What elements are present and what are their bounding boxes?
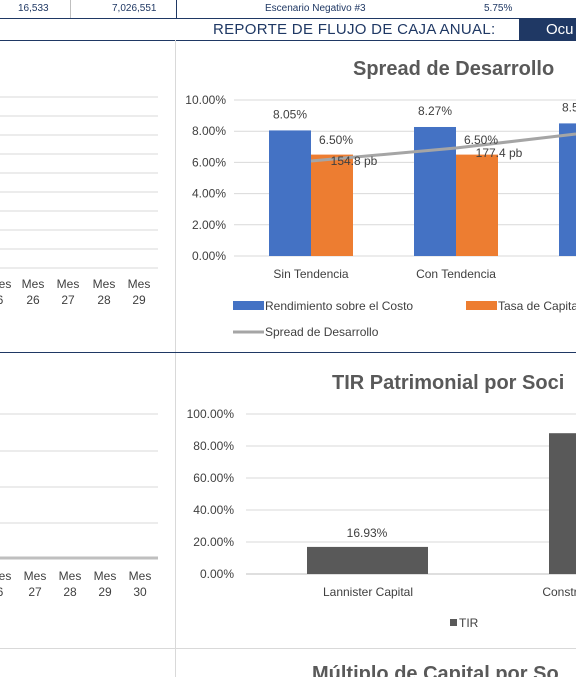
bar: [456, 154, 498, 256]
left-bottom-axis-labels: Mes Mes Mes Mes Mes 6 27 28 29 30: [0, 569, 151, 599]
multiplo-de-capital-chart[interactable]: Múltiplo de Capital por So: [176, 649, 576, 677]
month-number: 26: [26, 293, 40, 307]
category-label: Con Tendencia: [416, 267, 496, 281]
data-label: 177.4 pb: [476, 146, 523, 160]
month-number: 28: [97, 293, 111, 307]
y-tick-label: 4.00%: [192, 187, 226, 201]
mes-label: Mes: [0, 569, 11, 583]
y-tick-label: 8.00%: [192, 124, 226, 138]
y-tick-label: 80.00%: [193, 439, 234, 453]
legend-label: Tasa de Capita: [498, 299, 576, 313]
bar: [414, 126, 456, 256]
category-label: Constr: [542, 585, 576, 599]
y-tick-label: 0.00%: [200, 567, 234, 581]
banner-value-cell[interactable]: Ocu: [519, 19, 576, 40]
cell-value-1[interactable]: 16,533: [18, 3, 49, 14]
mes-label: Mes: [129, 569, 152, 583]
legend-swatch-rendimiento: [233, 301, 264, 310]
category-label: Lannister Capital: [323, 585, 413, 599]
spread-categories: Sin Tendencia Con Tendencia: [273, 267, 496, 281]
report-banner: REPORTE DE FLUJO DE CAJA ANUAL: Ocu: [0, 18, 576, 41]
legend-label: TIR: [459, 616, 479, 630]
left-bottom-chart[interactable]: Mes Mes Mes Mes Mes 6 27 28 29 30: [0, 353, 175, 648]
spread-series-line: [310, 132, 576, 163]
left-top-gridlines: [0, 96, 158, 269]
tir-data-labels: 16.93%: [347, 526, 388, 540]
cell-divider: [70, 0, 71, 18]
data-label: 8.05%: [273, 107, 307, 121]
legend-swatch-tasa: [466, 301, 497, 310]
bar: [549, 433, 576, 574]
mes-label: Mes: [128, 277, 151, 291]
left-bottom-gridlines: [0, 413, 158, 524]
y-tick-label: 10.00%: [185, 93, 226, 107]
legend-swatch-tir: [450, 619, 457, 626]
horizontal-divider: [0, 648, 576, 649]
banner-value: Ocu: [546, 21, 574, 38]
mes-label: Mes: [59, 569, 82, 583]
month-number: 29: [98, 585, 112, 599]
month-number: 27: [28, 585, 42, 599]
y-tick-label: 100.00%: [187, 407, 235, 421]
y-tick-label: 6.00%: [192, 155, 226, 169]
top-row: 16,533 7,026,551 Escenario Negativo #3 5…: [0, 0, 576, 19]
month-number: 6: [0, 585, 4, 599]
bar: [307, 546, 428, 574]
bar: [311, 154, 353, 256]
left-top-axis-labels: Mes Mes Mes Mes Mes 6 26 27 28 29: [0, 277, 150, 307]
tir-y-ticks: 100.00% 80.00% 60.00% 40.00% 20.00% 0.00%: [187, 407, 235, 581]
banner-title: REPORTE DE FLUJO DE CAJA ANUAL:: [213, 21, 496, 38]
month-number: 29: [132, 293, 146, 307]
data-label: 6.50%: [464, 133, 498, 147]
y-tick-label: 20.00%: [193, 535, 234, 549]
cell-divider: [176, 0, 177, 18]
spread-y-ticks: 10.00% 8.00% 6.00% 4.00% 2.00% 0.00%: [185, 93, 226, 263]
data-label: 6.50%: [319, 133, 353, 147]
scenario-pct[interactable]: 5.75%: [484, 3, 513, 14]
month-number: 28: [63, 585, 77, 599]
spread-data-labels: 8.05% 8.27% 8.5 6.50% 6.50% 154.8 pb 177.4 pb: [273, 100, 576, 168]
vertical-divider: [175, 40, 176, 677]
spread-de-desarrollo-chart[interactable]: Spread de Desarrollo 10.00% 8.00% 6.00% 4.0…: [176, 40, 576, 352]
tir-legend: TIR: [450, 616, 479, 630]
tir-patrimonial-chart[interactable]: TIR Patrimonial por Soci 100.00% 80.00% 60…: [176, 353, 576, 648]
mes-label: Mes: [57, 277, 80, 291]
legend-label: Rendimiento sobre el Costo: [265, 299, 413, 313]
y-tick-label: 0.00%: [192, 249, 226, 263]
data-label: 16.93%: [347, 526, 388, 540]
data-label: 154.8 pb: [331, 154, 378, 168]
spread-legend: Rendimiento sobre el Costo Tasa de Capit…: [233, 299, 576, 339]
cell-value-2[interactable]: 7,026,551: [112, 3, 157, 14]
month-number: 30: [133, 585, 147, 599]
y-tick-label: 2.00%: [192, 218, 226, 232]
left-top-chart[interactable]: Mes Mes Mes Mes Mes 6 26 27 28 29: [0, 40, 175, 352]
bar: [559, 123, 576, 257]
legend-label: Spread de Desarrollo: [265, 325, 379, 339]
month-number: 27: [61, 293, 75, 307]
mes-label: Mes: [24, 569, 47, 583]
scenario-label[interactable]: Escenario Negativo #3: [265, 3, 366, 14]
month-number: 6: [0, 293, 4, 307]
mes-label: Mes: [0, 277, 11, 291]
category-label: Sin Tendencia: [273, 267, 348, 281]
chart-title: Múltiplo de Capital por So: [312, 663, 559, 677]
horizontal-divider: [0, 352, 576, 353]
spread-line: [310, 132, 576, 163]
mes-label: Mes: [93, 277, 116, 291]
tir-bars: [307, 433, 576, 574]
spread-bars: [269, 123, 576, 257]
data-label: 8.5: [562, 100, 576, 114]
tir-categories: Lannister Capital Constr: [323, 585, 576, 599]
mes-label: Mes: [94, 569, 117, 583]
mes-label: Mes: [22, 277, 45, 291]
chart-title: TIR Patrimonial por Soci: [332, 372, 564, 394]
bar: [269, 130, 311, 256]
y-tick-label: 60.00%: [193, 471, 234, 485]
data-label: 8.27%: [418, 104, 452, 118]
chart-title: Spread de Desarrollo: [353, 58, 554, 80]
y-tick-label: 40.00%: [193, 503, 234, 517]
